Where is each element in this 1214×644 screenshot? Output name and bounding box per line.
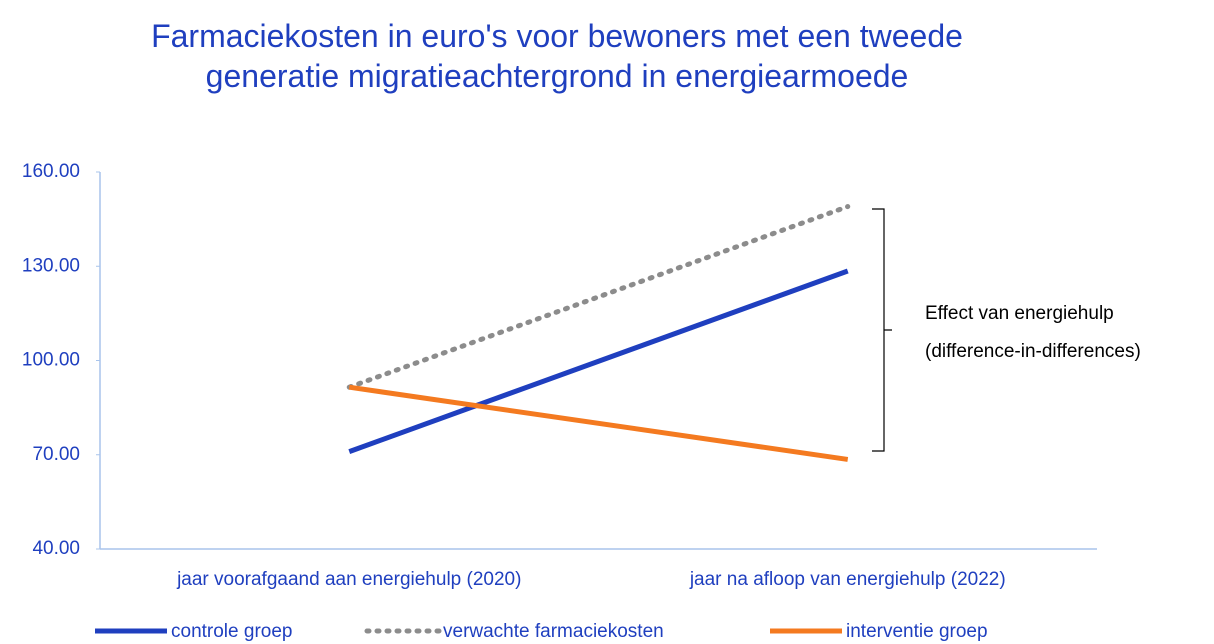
x-tick-label: jaar voorafgaand aan energiehulp (2020) (176, 569, 521, 590)
y-tick-label: 40.00 (32, 538, 80, 559)
legend-label: verwachte farmaciekosten (443, 621, 664, 642)
x-tick-label: jaar na afloop van energiehulp (2022) (689, 569, 1006, 590)
chart-title: Farmaciekosten in euro's voor bewoners m… (151, 18, 963, 94)
line-series (346, 204, 851, 390)
line-series (348, 384, 849, 462)
annotation: Effect van energiehulp (925, 303, 1114, 324)
y-tick-label: 130.00 (22, 255, 80, 276)
y-tick-label: 100.00 (22, 350, 80, 371)
legend-label: controle groep (171, 621, 292, 642)
annotation: (difference-in-differences) (925, 341, 1141, 362)
y-tick-label: 70.00 (32, 444, 80, 465)
line-series (348, 268, 849, 454)
bracket (872, 208, 892, 452)
y-tick-label: 160.00 (22, 161, 80, 182)
legend-label: interventie groep (846, 621, 988, 642)
